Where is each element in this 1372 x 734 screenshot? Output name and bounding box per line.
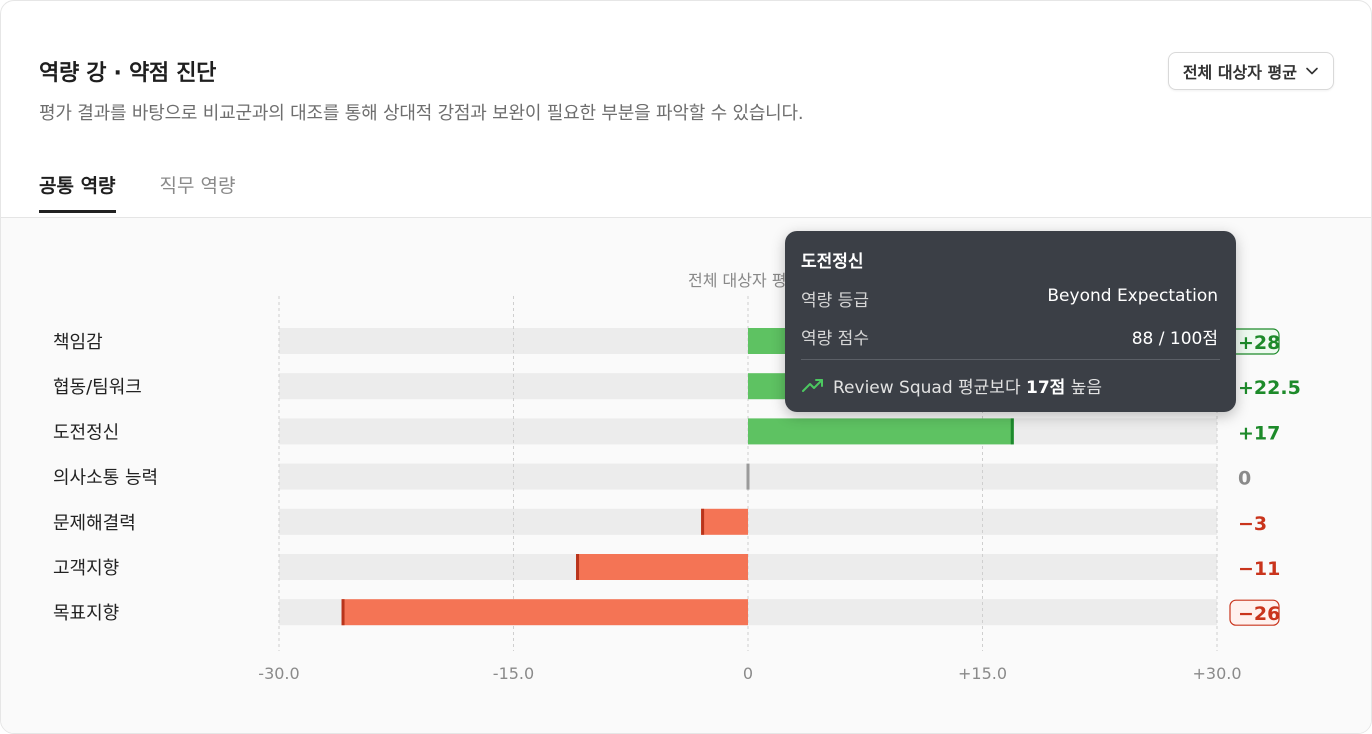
tooltip-footer-prefix: Review Squad 평균보다 (833, 378, 1026, 398)
bar-edge (701, 508, 705, 535)
category-label: 문제해결력 (53, 513, 136, 534)
chart-title: 전체 대상자 평 (688, 271, 787, 290)
tooltip-score-row: 역량 점수 88 / 100점 (801, 324, 1218, 349)
category-label: 협동/팀워크 (53, 377, 142, 398)
value-label: 0 (1238, 468, 1251, 490)
tooltip-title: 도전정신 (801, 252, 864, 272)
category-label: 도전정신 (53, 422, 119, 443)
bar (746, 463, 750, 490)
bar (341, 599, 748, 626)
bar (748, 418, 1014, 445)
category-label: 의사소통 능력 (53, 468, 158, 489)
category-label: 고객지향 (53, 558, 119, 579)
tab-common-competency[interactable]: 공통 역량 (39, 171, 116, 213)
value-label: −26 (1238, 603, 1280, 625)
trending-up-icon (802, 378, 823, 392)
x-tick-label: +15.0 (958, 664, 1007, 683)
x-tick-label: 0 (743, 664, 753, 683)
tooltip-grade-value: Beyond Expectation (1047, 286, 1218, 306)
comparison-group-select[interactable]: 전체 대상자 평균 (1167, 52, 1334, 90)
tooltip-score-value: 88 / 100점 (1131, 329, 1218, 349)
tooltip-divider (801, 359, 1220, 360)
page-subtitle: 평가 결과를 바탕으로 비교군과의 대조를 통해 상대적 강점과 보완이 필요한… (39, 103, 804, 124)
category-label: 책임감 (53, 332, 103, 353)
chevron-down-icon (1306, 67, 1318, 75)
tab-divider (1, 217, 1371, 218)
comparison-group-label: 전체 대상자 평균 (1182, 63, 1297, 82)
x-tick-label: -15.0 (493, 664, 534, 683)
bar (701, 508, 748, 535)
x-tick-label: +30.0 (1192, 664, 1241, 683)
value-label: −11 (1238, 558, 1280, 580)
x-tick-label: -30.0 (258, 664, 299, 683)
value-label: +28 (1238, 332, 1280, 354)
tab-job-competency[interactable]: 직무 역량 (159, 175, 236, 197)
bar-edge (576, 554, 580, 580)
page-title: 역량 강 · 약점 진단 (39, 61, 217, 86)
chart-tooltip: 도전정신 역량 등급 Beyond Expectation 역량 점수 88 /… (785, 231, 1236, 412)
tooltip-footer-text: Review Squad 평균보다 17점 높음 (833, 373, 1102, 398)
tooltip-grade-row: 역량 등급 Beyond Expectation (801, 286, 1218, 311)
value-label: +22.5 (1238, 377, 1301, 399)
tooltip-footer: Review Squad 평균보다 17점 높음 (801, 373, 1102, 398)
bar (576, 554, 748, 580)
value-label: +17 (1238, 422, 1280, 444)
value-label: −3 (1238, 513, 1267, 535)
bar-edge (341, 599, 345, 626)
tooltip-footer-bold: 17점 (1026, 378, 1066, 398)
bar-edge (1010, 418, 1014, 445)
category-label: 목표지향 (53, 603, 119, 624)
value-label-box (1229, 599, 1280, 626)
tooltip-grade-label: 역량 등급 (801, 291, 869, 311)
tooltip-score-label: 역량 점수 (801, 329, 869, 349)
competency-tabs: 공통 역량 직무 역량 (39, 171, 236, 213)
tooltip-footer-suffix: 높음 (1065, 378, 1102, 398)
